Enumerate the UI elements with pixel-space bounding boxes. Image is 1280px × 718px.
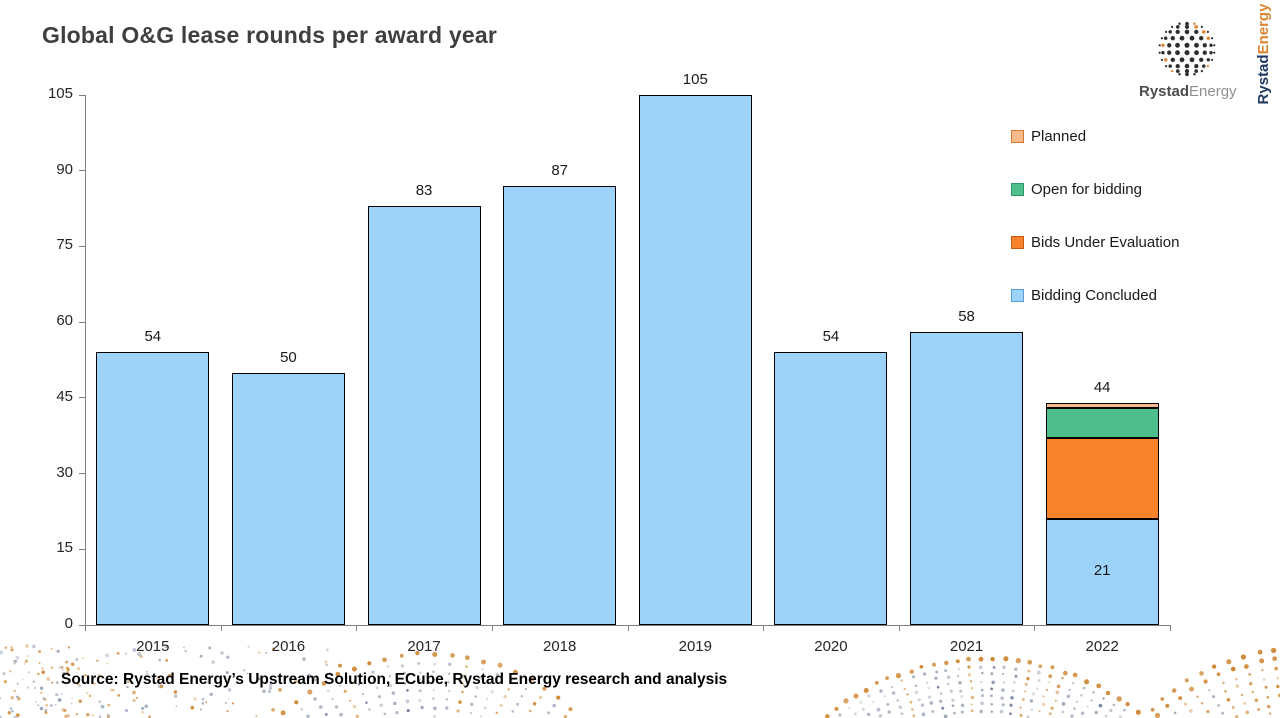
x-tick <box>627 625 629 631</box>
legend-label: Planned <box>1031 127 1087 145</box>
bar-total-label: 54 <box>822 328 840 346</box>
source-note: Source: Rystad Energy’s Upstream Solutio… <box>61 671 728 688</box>
x-tick <box>763 625 765 631</box>
bar-total-label: 87 <box>551 161 569 179</box>
wordmark-bold: Rystad <box>1139 83 1190 100</box>
bar-segment-bidding-concluded <box>231 372 345 625</box>
x-axis-label: 2018 <box>543 638 577 655</box>
x-axis-label: 2015 <box>136 638 170 655</box>
legend-item-planned: Planned <box>1011 126 1179 146</box>
bar-segment-bidding-concluded <box>503 185 617 625</box>
bar-segment-bidding-concluded <box>367 206 481 625</box>
vertical-brand-bold: Rystad <box>1255 54 1272 105</box>
bar-total-label: 58 <box>958 308 975 326</box>
y-axis-label: 60 <box>56 312 73 330</box>
chart-legend: Planned Open for bidding Bids Under Evalua… <box>1011 126 1179 305</box>
bar-segment-bidding-concluded <box>638 95 752 625</box>
legend-label: Bids Under Evaluation <box>1031 233 1180 251</box>
bar-total-label: 105 <box>682 71 708 88</box>
y-axis-label: 45 <box>56 387 73 405</box>
bar-total-label: 44 <box>1093 378 1111 396</box>
y-axis-label: 15 <box>56 539 73 557</box>
legend-swatch-icon <box>1011 288 1024 302</box>
y-axis-label: 0 <box>64 615 73 632</box>
legend-item-bidding-concluded: Bidding Concluded <box>1011 285 1179 305</box>
rystad-wordmark: RystadEnergy <box>1139 83 1237 100</box>
y-axis-label: 30 <box>56 463 73 481</box>
legend-swatch-icon <box>1011 182 1024 196</box>
bar-segment-open-for-bidding <box>1045 407 1159 439</box>
bar-segment-bidding-concluded <box>910 332 1024 625</box>
legend-item-open-for-bidding: Open for bidding <box>1011 179 1179 199</box>
bar-total-label: 50 <box>280 348 297 366</box>
x-axis-label: 2019 <box>678 638 712 655</box>
y-tick <box>79 94 85 96</box>
vertical-brand-accent: Energy <box>1255 3 1272 55</box>
bar-segment-bidding-concluded <box>96 352 210 625</box>
rystad-logo: RystadEnergy <box>1139 16 1237 100</box>
bar-segment-bidding-concluded <box>774 352 888 625</box>
y-tick <box>79 170 85 172</box>
wordmark-light: Energy <box>1189 83 1237 100</box>
bar-segment-bidding-concluded <box>1045 519 1159 625</box>
y-axis-line <box>85 95 86 625</box>
x-axis-label: 2017 <box>407 638 441 655</box>
bar-inside-label: 21 <box>1093 562 1111 579</box>
x-tick <box>85 625 86 631</box>
y-axis-label: 105 <box>47 85 73 102</box>
legend-item-bids-under-evaluation: Bids Under Evaluation <box>1011 232 1179 252</box>
y-tick <box>79 473 85 475</box>
legend-swatch-icon <box>1011 129 1024 143</box>
x-tick <box>220 625 222 631</box>
x-tick <box>898 625 900 631</box>
y-tick <box>79 321 85 323</box>
x-axis-label: 2021 <box>949 638 984 655</box>
legend-label: Bidding Concluded <box>1031 286 1157 304</box>
y-axis-label: 75 <box>56 236 73 254</box>
bar-total-label: 54 <box>144 328 162 346</box>
x-axis-label: 2020 <box>814 638 848 655</box>
x-tick <box>1034 625 1036 631</box>
x-axis-label: 2016 <box>271 638 306 655</box>
legend-label: Open for bidding <box>1031 180 1142 198</box>
y-tick <box>79 245 85 247</box>
vertical-brand: RystadEnergy <box>1255 0 1275 109</box>
y-tick <box>79 548 85 550</box>
x-tick <box>1170 625 1171 631</box>
x-axis-label: 2022 <box>1085 638 1119 655</box>
y-axis-label: 90 <box>56 160 73 178</box>
x-tick <box>491 625 493 631</box>
bar-segment-bids-under-evaluation <box>1045 438 1159 519</box>
y-tick <box>79 397 85 399</box>
y-tick <box>79 624 85 626</box>
bar-total-label: 83 <box>415 182 433 200</box>
chart-title: Global O&G lease rounds per award year <box>42 22 497 48</box>
bar-segment-planned <box>1045 402 1159 408</box>
dotted-globe-icon <box>1158 21 1216 77</box>
x-tick <box>356 625 358 631</box>
legend-swatch-icon <box>1011 235 1024 249</box>
